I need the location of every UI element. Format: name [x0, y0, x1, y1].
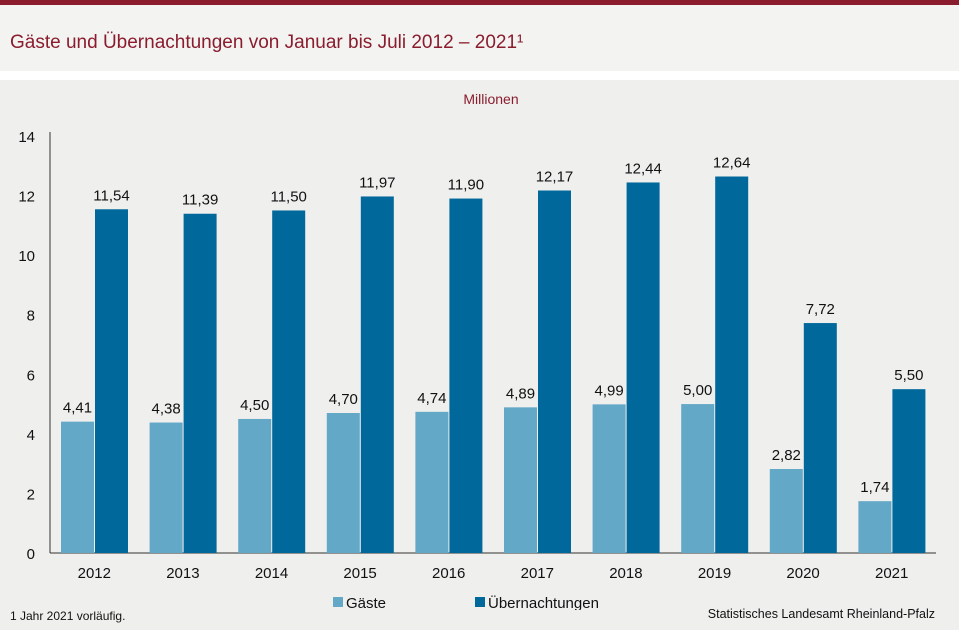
- bar-uebernachtungen: [538, 190, 571, 553]
- bar-gaeste: [592, 404, 626, 553]
- x-tick-label: 2013: [166, 565, 199, 582]
- bar-uebernachtungen: [449, 198, 483, 554]
- bar-uebernachtungen: [715, 176, 749, 553]
- y-tick-label: 2: [27, 486, 35, 503]
- data-label-gaeste: 4,70: [329, 391, 358, 408]
- y-tick-label: 14: [18, 129, 35, 146]
- data-label-gaeste: 1,74: [860, 479, 889, 496]
- bar-gaeste: [681, 404, 715, 553]
- data-label-gaeste: 4,50: [240, 397, 269, 414]
- data-label-uebernachtungen: 11,97: [359, 174, 395, 191]
- y-tick-label: 4: [27, 427, 35, 444]
- bar-gaeste: [326, 413, 360, 553]
- bar-gaeste: [149, 422, 183, 553]
- data-label-gaeste: 4,74: [417, 390, 446, 407]
- legend-swatch-uebernachtungen: [475, 597, 485, 607]
- title-band: Gäste und Übernachtungen von Januar bis …: [0, 5, 959, 71]
- data-label-uebernachtungen: 11,54: [93, 187, 129, 204]
- x-tick-label: 2020: [786, 565, 819, 582]
- data-label-uebernachtungen: 12,64: [713, 155, 751, 172]
- bar-uebernachtungen: [95, 209, 128, 553]
- legend-label-uebernachtungen: Übernachtungen: [488, 594, 599, 610]
- x-tick-label: 2015: [343, 565, 376, 582]
- bar-gaeste: [415, 411, 449, 553]
- legend-label-gaeste: Gäste: [346, 595, 386, 610]
- data-label-gaeste: 2,82: [772, 447, 801, 464]
- x-tick-label: 2016: [432, 565, 465, 582]
- bar-uebernachtungen: [272, 210, 306, 553]
- bar-uebernachtungen: [892, 389, 926, 553]
- x-tick-label: 2018: [609, 565, 642, 582]
- x-tick-label: 2017: [521, 565, 554, 582]
- data-label-uebernachtungen: 12,17: [536, 169, 574, 186]
- x-tick-label: 2012: [78, 565, 111, 582]
- y-tick-label: 10: [18, 248, 35, 265]
- data-label-gaeste: 4,38: [151, 401, 180, 418]
- bar-chart: Millionen 0 2 4 6 8 10 12 14 4,41 11,54 2012 4,38 11,…: [18, 91, 936, 610]
- data-label-gaeste: 4,89: [506, 385, 535, 402]
- top-accent-rule: [0, 0, 959, 5]
- bar-uebernachtungen: [803, 323, 837, 553]
- y-tick-label: 12: [18, 189, 35, 206]
- bar-uebernachtungen: [183, 213, 217, 553]
- bar-uebernachtungen: [626, 182, 660, 554]
- data-label-gaeste: 5,00: [683, 382, 712, 399]
- bar-gaeste: [238, 418, 272, 553]
- unit-label: Millionen: [463, 91, 518, 107]
- bar-uebernachtungen: [360, 196, 394, 553]
- header-separator: [0, 71, 959, 80]
- footnote: 1 Jahr 2021 vorläufig.: [10, 609, 126, 623]
- data-label-uebernachtungen: 11,90: [448, 177, 484, 194]
- y-tick-label: 0: [27, 546, 35, 563]
- y-tick-label: 6: [27, 367, 35, 384]
- bar-gaeste: [858, 501, 892, 553]
- bar-gaeste: [769, 469, 803, 553]
- legend-swatch-gaeste: [333, 597, 343, 607]
- data-label-uebernachtungen: 12,44: [624, 160, 662, 177]
- x-tick-label: 2019: [698, 565, 731, 582]
- chart-title: Gäste und Übernachtungen von Januar bis …: [10, 32, 524, 53]
- y-tick-label: 8: [27, 308, 35, 325]
- data-label-uebernachtungen: 11,50: [270, 188, 306, 205]
- data-label-uebernachtungen: 11,39: [182, 192, 218, 209]
- bar-gaeste: [504, 407, 537, 553]
- data-label-uebernachtungen: 7,72: [806, 301, 835, 318]
- data-label-gaeste: 4,99: [594, 382, 623, 399]
- source-note: Statistisches Landesamt Rheinland-Pfalz: [707, 607, 935, 621]
- data-label-gaeste: 4,41: [63, 400, 92, 417]
- data-label-uebernachtungen: 5,50: [894, 367, 923, 384]
- x-tick-label: 2014: [255, 565, 288, 582]
- x-tick-label: 2021: [875, 565, 908, 582]
- bar-gaeste: [61, 421, 94, 553]
